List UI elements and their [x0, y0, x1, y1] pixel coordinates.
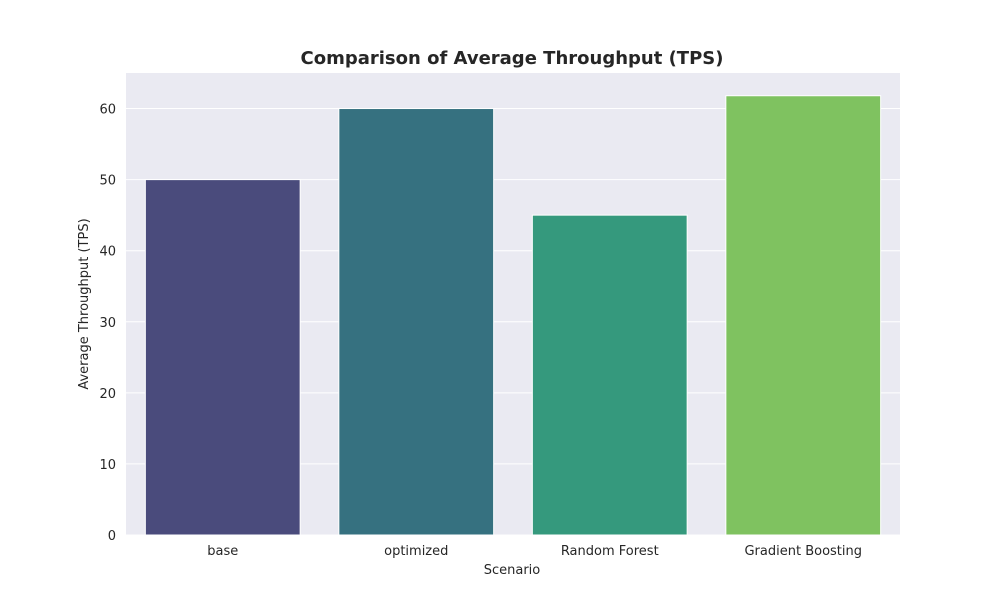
x-axis-ticks: base optimized Random Forest Gradient Boost… — [207, 544, 862, 559]
bar-optimized — [338, 108, 495, 536]
y-tick-label: 60 — [99, 103, 116, 118]
y-tick-label: 0 — [108, 529, 116, 544]
x-tick-label: Random Forest — [561, 544, 659, 559]
bars — [144, 95, 882, 536]
y-tick-label: 40 — [99, 245, 116, 260]
y-tick-label: 30 — [99, 316, 116, 331]
y-tick-label: 20 — [99, 387, 116, 402]
y-tick-label: 10 — [99, 458, 116, 473]
x-tick-label: optimized — [384, 544, 448, 559]
bar-random-forest — [531, 214, 688, 536]
y-axis-label: Average Throughput (TPS) — [77, 218, 92, 389]
chart-title: Comparison of Average Throughput (TPS) — [301, 48, 724, 69]
y-tick-label: 50 — [99, 174, 116, 189]
x-axis-label: Scenario — [484, 563, 541, 578]
bar-base — [144, 179, 301, 536]
x-tick-label: Gradient Boosting — [744, 544, 862, 559]
bar-gradient-boosting — [725, 95, 882, 536]
y-axis-ticks: 0 10 20 30 40 50 60 — [99, 103, 116, 544]
x-tick-label: base — [207, 544, 238, 559]
